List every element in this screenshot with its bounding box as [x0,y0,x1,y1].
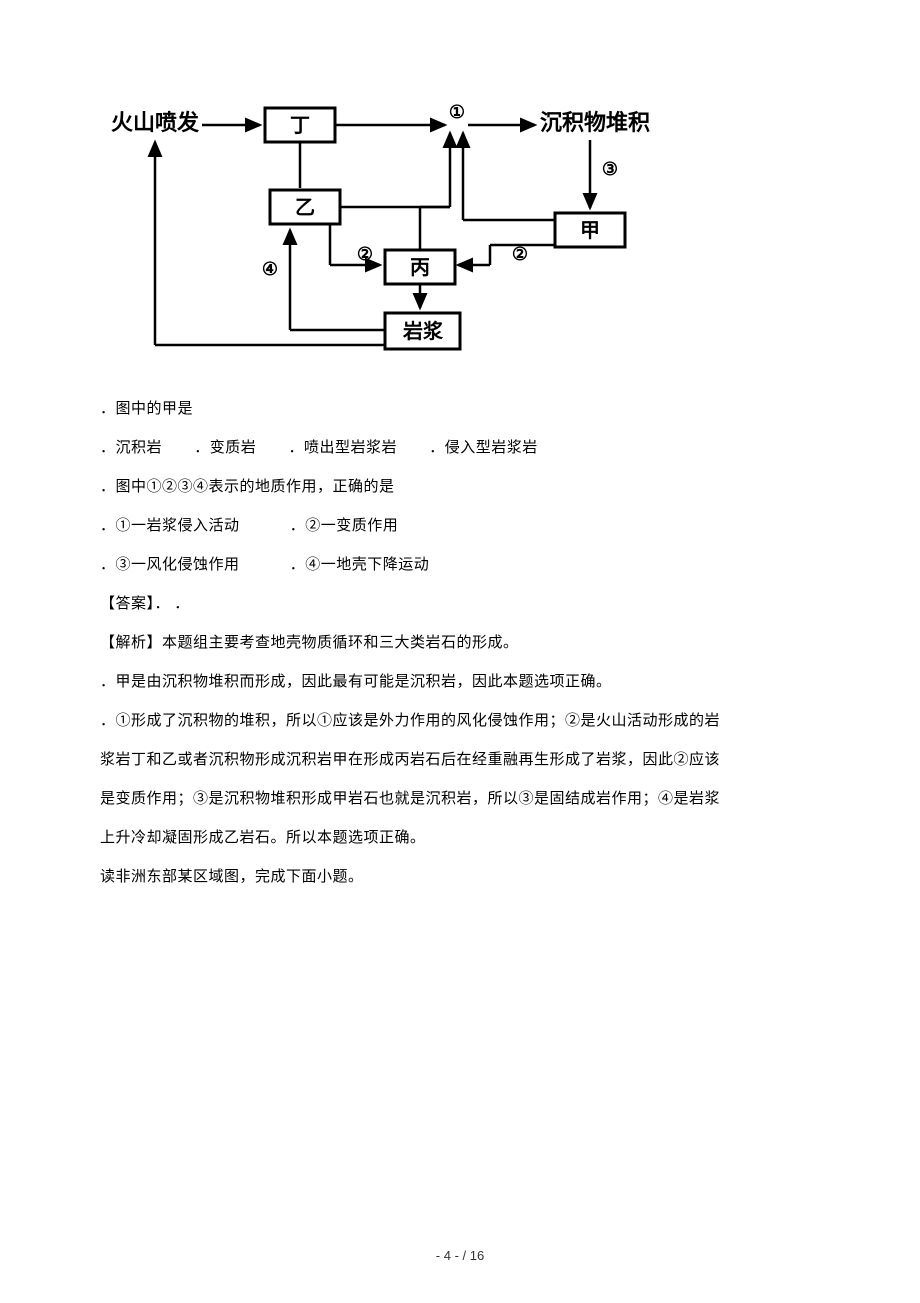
question-1: ．图中的甲是 [100,390,820,429]
label-n3: ③ [602,159,618,179]
label-sediment: 沉积物堆积 [540,110,650,135]
label-n4: ④ [262,259,278,279]
analysis-5: 是变质作用；③是沉积物堆积形成甲岩石也就是沉积岩，所以③是固结成岩作用；④是岩浆 [100,780,820,819]
analysis-6: 上升冷却凝固形成乙岩石。所以本题选项正确。 [100,819,820,858]
rock-cycle-diagram: 火山喷发 丁 ① 沉积物堆积 ③ 乙 甲 ② ② 丙 岩浆 [100,100,660,370]
q2-opt-b: ．②一变质作用 [290,518,399,534]
q1-opt-a: ．沉积岩 [100,440,162,456]
analysis-1: 【解析】本题组主要考查地壳物质循环和三大类岩石的形成。 [100,624,820,663]
question-2-options-row1: ．①一岩浆侵入活动 ．②一变质作用 [100,507,820,546]
q1-opt-b: ．变质岩 [194,440,256,456]
label-ding: 丁 [290,115,310,137]
label-volcano: 火山喷发 [111,110,200,135]
label-yi: 乙 [295,197,315,219]
analysis-4: 浆岩丁和乙或者沉积物形成沉积岩甲在形成丙岩石后在经重融再生形成了岩浆，因此②应该 [100,741,820,780]
q2-opt-a: ．①一岩浆侵入活动 [100,518,240,534]
analysis-2: ．甲是由沉积物堆积而形成，因此最有可能是沉积岩，因此本题选项正确。 [100,663,820,702]
label-magma: 岩浆 [402,319,444,343]
q2-opt-c: ．③一风化侵蚀作用 [100,557,240,573]
label-bing: 丙 [410,257,430,279]
q1-opt-d: ．侵入型岩浆岩 [429,440,538,456]
q1-opt-c: ．喷出型岩浆岩 [289,440,398,456]
question-2: ．图中①②③④表示的地质作用，正确的是 [100,468,820,507]
label-jia: 甲 [580,220,600,242]
q2-opt-d: ．④一地壳下降运动 [290,557,430,573]
question-1-options: ．沉积岩 ．变质岩 ．喷出型岩浆岩 ．侵入型岩浆岩 [100,429,820,468]
label-n2a: ② [357,244,373,264]
question-2-options-row2: ．③一风化侵蚀作用 ．④一地壳下降运动 [100,546,820,585]
answer-line: 【答案】． ． [100,585,820,624]
page-number: - 4 - / 16 [436,1248,484,1263]
next-question-intro: 读非洲东部某区域图，完成下面小题。 [100,858,820,897]
analysis-3: ．①形成了沉积物的堆积，所以①应该是外力作用的风化侵蚀作用；②是火山活动形成的岩 [100,702,820,741]
label-n2b: ② [512,244,528,264]
label-n1: ① [449,102,465,122]
